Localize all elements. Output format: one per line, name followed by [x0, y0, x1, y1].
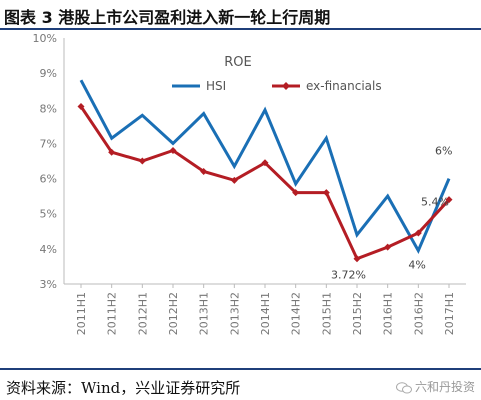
x-tick-label: 2016H1: [382, 292, 395, 335]
x-tick-label: 2011H1: [75, 292, 88, 335]
watermark-text: 六和丹投资: [414, 380, 475, 394]
x-tick-label: 2015H1: [320, 292, 333, 335]
data-label: 3.72%: [331, 269, 366, 282]
data-point: [261, 159, 269, 167]
data-label: 6%: [435, 145, 452, 158]
x-tick-label: 2014H1: [259, 292, 272, 335]
legend-label: HSI: [206, 79, 226, 93]
figure-title: 图表 3 港股上市公司盈利进入新一轮上行周期: [4, 8, 331, 27]
data-point: [445, 196, 453, 204]
data-point: [353, 255, 361, 263]
chart-header: 图表 3 港股上市公司盈利进入新一轮上行周期: [0, 0, 481, 30]
data-point: [200, 168, 208, 176]
watermark: 六和丹投资: [395, 378, 475, 395]
data-point: [322, 189, 330, 197]
wechat-icon: [395, 381, 412, 393]
data-point: [169, 146, 177, 154]
data-point: [384, 243, 392, 251]
data-point: [77, 103, 85, 111]
chart-title: ROE: [224, 55, 251, 70]
data-point: [108, 148, 116, 156]
data-point: [138, 157, 146, 165]
x-tick-label: 2013H1: [198, 292, 211, 335]
x-tick-label: 2013H2: [228, 292, 241, 335]
x-tick-label: 2011H2: [106, 292, 119, 335]
x-tick-label: 2012H2: [167, 292, 180, 335]
legend-label: ex-financials: [306, 79, 382, 93]
legend-marker: [282, 82, 290, 90]
x-tick-label: 2016H2: [412, 292, 425, 335]
y-tick-label: 7%: [40, 137, 57, 150]
y-tick-label: 8%: [40, 102, 57, 115]
data-point: [414, 229, 422, 237]
source-note: 资料来源：Wind，兴业证券研究所: [6, 379, 241, 397]
roe-line-chart: 3% 4% 5% 6% 7% 8% 9% 10% 2011H1 2011H2 2012H1 2012H…: [33, 32, 466, 335]
y-tick-label: 5%: [40, 208, 57, 221]
y-tick-label: 10%: [33, 32, 57, 45]
y-tick-label: 4%: [40, 243, 57, 256]
data-point: [292, 189, 300, 197]
y-tick-label: 9%: [40, 67, 57, 80]
data-label: 5.4%: [421, 196, 449, 209]
y-tick-label: 6%: [40, 173, 57, 186]
chart-footer: 资料来源：Wind，兴业证券研究所 六和丹投资: [0, 368, 481, 400]
series-line-hsi: [79, 79, 451, 254]
x-tick-label: 2014H2: [290, 292, 303, 335]
x-tick-label: 2012H1: [136, 292, 149, 335]
x-tick-label: 2015H2: [351, 292, 364, 335]
y-tick-label: 3%: [40, 278, 57, 291]
series-line-ex-financials: [79, 105, 451, 261]
data-label: 4%: [408, 259, 425, 272]
x-tick-label: 2017H1: [443, 292, 456, 335]
data-point: [230, 176, 238, 184]
